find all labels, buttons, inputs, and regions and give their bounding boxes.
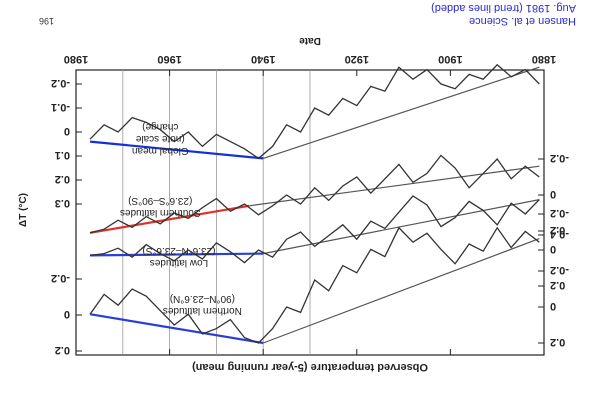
source-note-line2: Aug. 1981 (trend lines added) (431, 2, 576, 14)
grid-lines (122, 70, 311, 355)
x-tick-label: 1960 (157, 53, 181, 65)
left-y-tick-label: -0.2 (550, 264, 569, 276)
left-y-tick-label: 0 (550, 243, 556, 255)
series-line-1 (89, 195, 540, 264)
right-y-tick-label: -0.2 (51, 77, 70, 89)
series-line-2 (89, 154, 540, 234)
series-annotation-0: Northern latitudes (163, 305, 242, 316)
left-y-tick-label: -0.2 (550, 207, 569, 219)
series-annotation-2: (23.6°S–90°S) (128, 195, 192, 206)
data-series (89, 63, 540, 344)
left-y-tick-label: 0 (550, 300, 556, 312)
series-line-3 (89, 63, 540, 160)
trend-line-1 (89, 313, 264, 345)
trend-line-4 (249, 165, 540, 207)
series-annotation-1: (23.6°N–23.6°S) (142, 245, 215, 256)
chart-title: Observed temperature (5-year running mea… (192, 361, 428, 373)
trend-line-5 (89, 204, 250, 234)
right-y-tick-label: 0 (64, 125, 70, 137)
right-y-tick-label: 0.3 (55, 197, 70, 209)
left-y-tick-label: 0.2 (550, 279, 565, 291)
x-axis-label: Date (299, 35, 321, 46)
right-y-axis-label: ΔT (°C) (18, 193, 29, 227)
left-y-tick-label: 0.2 (550, 336, 565, 348)
left-y-tick-label: 0.2 (550, 224, 565, 236)
page-number: 196 (39, 16, 54, 26)
series-annotation-2: Southern latitudes (120, 207, 201, 218)
right-y-tick-label: 0.1 (55, 149, 70, 161)
series-line-0 (89, 226, 540, 344)
series-annotation-3: change) (142, 121, 178, 132)
x-tick-label: 1880 (532, 53, 556, 65)
x-tick-label: 1900 (438, 53, 462, 65)
trend-line-7 (89, 140, 264, 160)
series-annotation-0: (90°N–23.6°N) (170, 293, 235, 304)
right-y-tick-label: 0 (64, 308, 70, 320)
series-annotation-3: (note scale (135, 133, 184, 144)
series-annotation-1: Low latitudes (150, 257, 208, 268)
x-tick-label: 1920 (345, 53, 369, 65)
trend-line-3 (90, 252, 264, 257)
left-y-tick-label: -0.2 (550, 152, 569, 164)
right-y-tick-label: -0.2 (51, 272, 70, 284)
source-note-line1: Hansen et al. Science (469, 15, 576, 27)
right-y-tick-label: 0.2 (55, 173, 70, 185)
trend-line-0 (262, 238, 540, 344)
left-y-tick-label: -0.4 (549, 228, 569, 240)
x-tick-label: 1980 (64, 53, 88, 65)
series-annotation-3: Global mean (132, 145, 189, 156)
right-y-tick-label: -0.1 (51, 101, 70, 113)
left-y-tick-label: 0 (550, 188, 556, 200)
series-annotations: Northern latitudes(90°N–23.6°N) Low latit… (120, 121, 242, 316)
right-y-tick-label: 0.2 (55, 344, 70, 356)
axis-ticks: 1880190019201940196019800.20-0.2-0.40.20… (51, 53, 569, 356)
trend-lines (89, 66, 540, 345)
trend-line-6 (263, 66, 540, 159)
trend-line-2 (263, 199, 540, 255)
x-tick-label: 1940 (251, 53, 275, 65)
